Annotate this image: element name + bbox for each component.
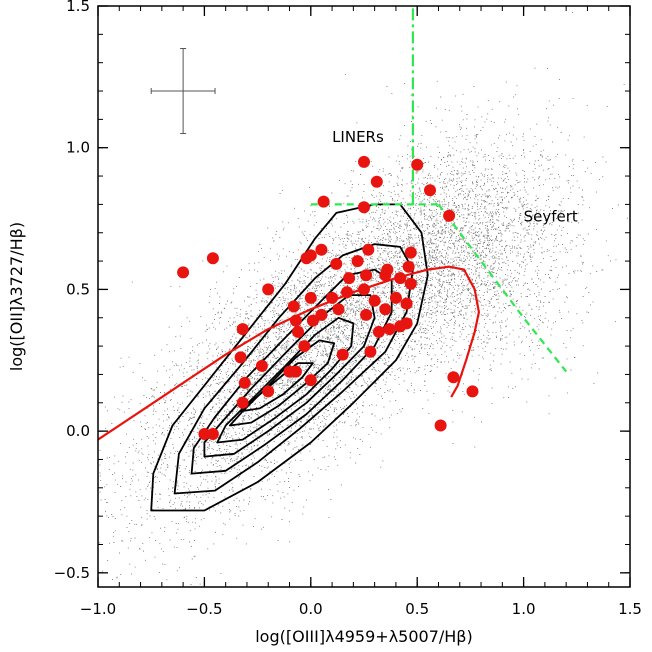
data-point-6 (411, 158, 424, 171)
data-point-30 (404, 277, 417, 290)
model-track-line (97, 265, 480, 441)
data-point-17 (360, 269, 373, 282)
data-point-39 (360, 308, 373, 321)
data-point-4 (358, 155, 370, 168)
annotation-seyfert: Seyfert (524, 207, 578, 225)
data-point-1 (177, 266, 190, 279)
data-point-34 (400, 297, 413, 310)
contour-level-7 (239, 362, 314, 413)
data-point-53 (262, 385, 275, 398)
x-tick-label: −1.0 (80, 600, 116, 618)
data-point-51 (289, 365, 302, 378)
data-point-20 (402, 260, 415, 273)
data-point-26 (341, 286, 353, 299)
data-point-11 (315, 243, 328, 256)
data-point-52 (238, 376, 251, 389)
data-point-56 (198, 428, 211, 440)
data-point-29 (389, 291, 402, 304)
data-point-36 (289, 314, 302, 327)
data-point-54 (304, 374, 317, 387)
data-point-24 (304, 291, 317, 304)
data-point-5 (370, 175, 383, 188)
axes: −1.0 −0.5 0.0 0.5 1.0 1.5 −0.5 0.0 0.5 1.0 1.5 (54, 0, 642, 618)
y-tick-label: −0.5 (54, 564, 90, 582)
data-point-9 (443, 209, 456, 222)
data-point-10 (362, 243, 375, 256)
y-tick-label: 1.5 (66, 0, 90, 15)
data-point-31 (287, 300, 300, 313)
y-tick-label: 1.0 (66, 139, 90, 157)
data-point-42 (400, 317, 413, 330)
y-tick-label: 0.5 (66, 280, 90, 298)
data-point-48 (234, 351, 247, 364)
data-point-46 (364, 345, 377, 358)
x-tick-label: 0.0 (299, 600, 323, 618)
y-axis-title: log([OII]λ3727/Hβ) (7, 222, 26, 371)
data-point-38 (332, 303, 345, 316)
data-point-40 (383, 323, 396, 336)
data-point-49 (255, 359, 268, 372)
y-tick-label: 0.0 (66, 422, 90, 440)
data-point-21 (379, 269, 392, 282)
contour-level-5 (216, 316, 355, 444)
data-point-59 (466, 385, 479, 398)
data-point-14 (304, 249, 317, 262)
data-point-33 (379, 303, 392, 316)
data-point-35 (236, 323, 249, 336)
x-tick-label: 1.5 (618, 600, 642, 618)
error-bar (150, 48, 216, 135)
data-point-28 (368, 294, 381, 307)
data-point-2 (206, 252, 219, 265)
data-point-57 (206, 428, 219, 440)
data-point-23 (262, 283, 275, 296)
data-point-22 (394, 272, 407, 285)
data-point-43 (292, 325, 304, 338)
data-point-32 (315, 308, 328, 321)
annotation-liners: LINERs (332, 128, 384, 146)
data-point-7 (424, 184, 436, 197)
contour-level-4 (203, 294, 376, 458)
x-axis-title: log([OIII]λ4959+λ5007/Hβ) (255, 627, 473, 646)
data-point-45 (336, 348, 349, 361)
data-point-25 (326, 291, 339, 304)
data-point-19 (404, 246, 417, 259)
data-point-55 (236, 396, 249, 409)
data-point-27 (358, 283, 370, 296)
x-tick-label: 1.0 (512, 600, 536, 618)
data-point-12 (351, 255, 364, 268)
data-point-15 (330, 257, 343, 270)
data-point-44 (298, 340, 311, 353)
data-point-58 (447, 371, 460, 384)
data-point-16 (343, 272, 356, 285)
x-tick-label: 0.5 (405, 600, 429, 618)
data-point-8 (358, 201, 370, 214)
contour-level-2 (173, 243, 414, 495)
data-points (177, 155, 479, 440)
plot-frame (97, 5, 631, 588)
data-point-37 (306, 314, 319, 327)
x-tick-label: −0.5 (186, 600, 222, 618)
data-point-47 (372, 325, 385, 338)
data-point-3 (317, 195, 330, 208)
data-point-60 (434, 419, 447, 432)
